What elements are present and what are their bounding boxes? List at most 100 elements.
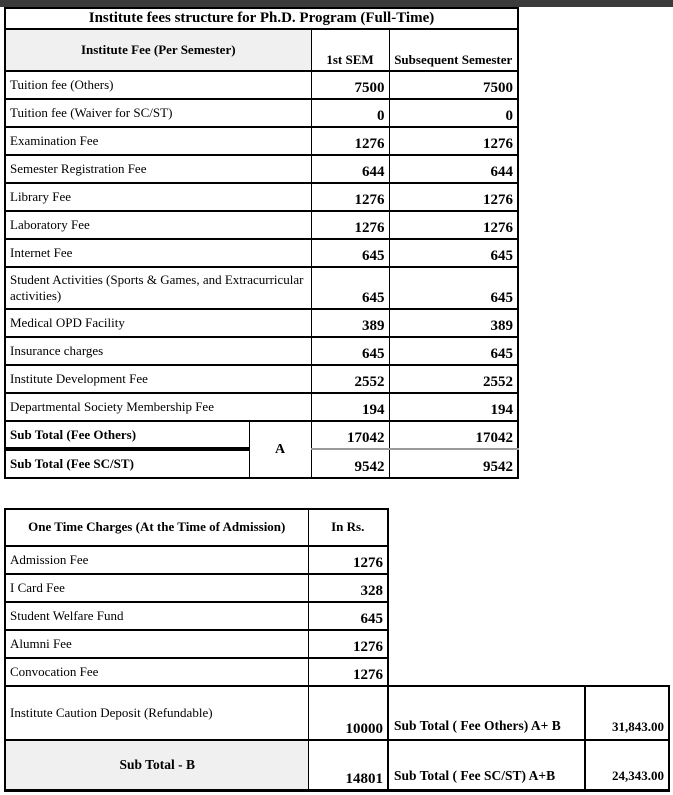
fee-sem1-value: 645: [310, 266, 390, 310]
charge-label: I Card Fee: [4, 573, 309, 603]
fee-subsequent-value: 389: [388, 308, 519, 338]
table1-title-row: Institute fees structure for Ph.D. Progr…: [4, 7, 519, 30]
fee-sem1-value: 2552: [310, 364, 390, 394]
table-row: Laboratory Fee 1276 1276: [4, 210, 519, 240]
spacer-cell: [388, 509, 585, 546]
charge-amount: 328: [307, 573, 389, 603]
fee-label: Insurance charges: [4, 336, 312, 366]
col-header-one-time-charges: One Time Charges (At the Time of Admissi…: [4, 508, 309, 547]
table-row: Student Activities (Sports & Games, and …: [4, 266, 519, 310]
spacer-cell: [388, 630, 585, 658]
semester-fee-table: Institute fees structure for Ph.D. Progr…: [4, 7, 519, 479]
subtotal-sem1-value: 9542: [310, 448, 390, 479]
table1-title: Institute fees structure for Ph.D. Progr…: [4, 7, 519, 30]
fee-label: Internet Fee: [4, 238, 312, 268]
fee-subsequent-value: 2552: [388, 364, 519, 394]
fee-subsequent-value: 0: [388, 98, 519, 128]
spacer-cell: [585, 658, 669, 686]
fee-subsequent-value: 7500: [388, 70, 519, 100]
fee-subsequent-value: 1276: [388, 126, 519, 156]
grand-total-amount: 31,843.00: [584, 685, 670, 741]
top-dark-bar: [0, 0, 673, 7]
table-row: Student Welfare Fund 645: [4, 601, 669, 631]
table-row: Insurance charges 645 645: [4, 336, 519, 366]
table-row: Departmental Society Membership Fee 194 …: [4, 392, 519, 422]
spacer-cell: [585, 546, 669, 574]
fee-sem1-value: 1276: [310, 126, 390, 156]
fee-sem1-value: 7500: [310, 70, 390, 100]
grand-total-amount: 24,343.00: [584, 739, 670, 792]
fee-subsequent-value: 1276: [388, 182, 519, 212]
charge-amount: 645: [307, 601, 389, 631]
fee-label: Tuition fee (Others): [4, 70, 312, 100]
charge-label: Admission Fee: [4, 545, 309, 575]
subtotal-label: Sub Total (Fee SC/ST): [4, 447, 250, 479]
col-header-institute-fee: Institute Fee (Per Semester): [4, 28, 312, 72]
table-row: Alumni Fee 1276: [4, 629, 669, 659]
subtotal-group-marker: A: [248, 420, 312, 479]
table-row: Institute Development Fee 2552 2552: [4, 364, 519, 394]
fee-sem1-value: 645: [310, 238, 390, 268]
subtotal-b-amount: 14801: [307, 739, 389, 792]
spacer-cell: [388, 546, 585, 574]
table2-header-row: One Time Charges (At the Time of Admissi…: [4, 508, 669, 547]
fee-subsequent-value: 194: [388, 392, 519, 422]
fee-subsequent-value: 645: [388, 266, 519, 310]
table1-header-row: Institute Fee (Per Semester) 1st SEM Sub…: [4, 28, 519, 72]
spacer-cell: [388, 574, 585, 602]
subtotal-b-row: Sub Total - B 14801 Sub Total ( Fee SC/S…: [4, 739, 670, 792]
fee-label: Laboratory Fee: [4, 210, 312, 240]
subtotal-b-label: Sub Total - B: [4, 739, 309, 792]
fee-label: Departmental Society Membership Fee: [4, 392, 312, 422]
table-row: Medical OPD Facility 389 389: [4, 308, 519, 338]
table-row: Admission Fee 1276: [4, 545, 669, 575]
fee-label: Semester Registration Fee: [4, 154, 312, 184]
spacer-cell: [585, 630, 669, 658]
table-row: Institute Caution Deposit (Refundable) 1…: [4, 685, 670, 741]
spacer-cell: [585, 602, 669, 630]
table-row: Library Fee 1276 1276: [4, 182, 519, 212]
fee-sem1-value: 194: [310, 392, 390, 422]
fee-subsequent-value: 644: [388, 154, 519, 184]
col-header-in-rs: In Rs.: [307, 508, 389, 547]
charge-label: Convocation Fee: [4, 657, 309, 687]
fee-label: Medical OPD Facility: [4, 308, 312, 338]
fee-subsequent-value: 645: [388, 238, 519, 268]
table-row: Tuition fee (Waiver for SC/ST) 0 0: [4, 98, 519, 128]
subtotal-row: Sub Total (Fee Others) A 17042 17042: [4, 420, 519, 479]
fee-label: Student Activities (Sports & Games, and …: [4, 266, 312, 310]
table-row: Tuition fee (Others) 7500 7500: [4, 70, 519, 100]
subtotal-row: Sub Total (Fee SC/ST) 9542 9542: [4, 447, 519, 479]
spacer-cell: [585, 574, 669, 602]
fee-label: Tuition fee (Waiver for SC/ST): [4, 98, 312, 128]
charge-amount: 1276: [307, 657, 389, 687]
grand-total-label: Sub Total ( Fee Others) A+ B: [387, 685, 586, 741]
table-row: Semester Registration Fee 644 644: [4, 154, 519, 184]
fee-label: Library Fee: [4, 182, 312, 212]
subtotal-subsequent-value: 9542: [388, 448, 519, 479]
spacer-cell: [388, 602, 585, 630]
subtotal-subsequent-value: 17042: [388, 420, 519, 450]
fee-sem1-value: 644: [310, 154, 390, 184]
charge-amount: 1276: [307, 545, 389, 575]
spacer-cell: [388, 658, 585, 686]
charge-label: Alumni Fee: [4, 629, 309, 659]
charge-amount: 10000: [307, 685, 389, 741]
grand-total-label: Sub Total ( Fee SC/ST) A+B: [387, 739, 586, 792]
charge-amount: 1276: [307, 629, 389, 659]
fee-subsequent-value: 645: [388, 336, 519, 366]
one-time-charges-table: One Time Charges (At the Time of Admissi…: [4, 508, 670, 792]
fee-subsequent-value: 1276: [388, 210, 519, 240]
fee-sem1-value: 1276: [310, 182, 390, 212]
col-header-1st-sem: 1st SEM: [310, 28, 390, 72]
charge-label: Institute Caution Deposit (Refundable): [4, 685, 309, 741]
fee-sem1-value: 389: [310, 308, 390, 338]
fee-label: Examination Fee: [4, 126, 312, 156]
table-row: Internet Fee 645 645: [4, 238, 519, 268]
fee-sem1-value: 645: [310, 336, 390, 366]
table-row: Examination Fee 1276 1276: [4, 126, 519, 156]
charge-label: Student Welfare Fund: [4, 601, 309, 631]
table-row: I Card Fee 328: [4, 573, 669, 603]
fee-label: Institute Development Fee: [4, 364, 312, 394]
table-row: Convocation Fee 1276: [4, 657, 669, 687]
